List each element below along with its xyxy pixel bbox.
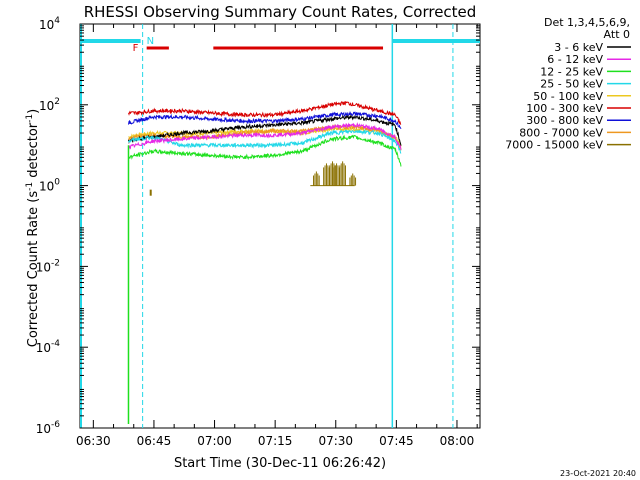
legend-entry-label: 7000 - 15000 keV: [505, 139, 603, 152]
y-axis-label-main: Corrected Count Rate (s: [26, 191, 41, 348]
count-rate-line: [128, 134, 402, 167]
y-tick-base: 10: [36, 341, 51, 355]
y-tick-exp: 0: [54, 178, 60, 188]
y-tick-base: 10: [36, 422, 51, 436]
legend-entry-label: 25 - 50 keV: [540, 78, 603, 91]
legend-entry-label: 6 - 12 keV: [547, 53, 603, 66]
legend-entry-label: 100 - 300 keV: [526, 102, 603, 115]
x-tick-label: 07:30: [318, 434, 353, 448]
y-axis-label-exp2: -1: [25, 114, 35, 123]
x-tick-label: 07:45: [379, 434, 414, 448]
y-axis-label-close: ): [26, 109, 41, 114]
count-rate-line: [128, 110, 402, 130]
x-tick-label: 07:15: [258, 434, 293, 448]
chart-title: RHESSI Observing Summary Count Rates, Co…: [84, 3, 477, 21]
x-tick-label: 08:00: [440, 434, 475, 448]
y-tick-label: 10-4: [36, 339, 61, 355]
axis-ticks: 06:30 06:45 07:00 07:15 07:30 07:45 08:0010410…: [36, 16, 480, 448]
y-axis-label: Corrected Count Rate (s-1 detector-1): [25, 109, 41, 347]
y-axis-label-exp1: -1: [25, 182, 35, 191]
y-tick-exp: -6: [51, 420, 60, 430]
y-tick-exp: -2: [51, 258, 60, 268]
legend-header-2: Att 0: [604, 28, 630, 41]
y-tick-label: 100: [39, 178, 60, 194]
footer-date: 23-Oct-2021 20:40: [560, 469, 636, 478]
y-tick-exp: -4: [51, 339, 60, 349]
legend-entry-label: 12 - 25 keV: [540, 65, 603, 78]
legend-entry-label: 3 - 6 keV: [554, 41, 603, 54]
y-tick-base: 10: [39, 180, 54, 194]
series-lines: [127, 101, 402, 424]
observing-flags: FN: [80, 24, 480, 428]
y-tick-base: 10: [39, 18, 54, 32]
y-tick-label: 104: [39, 16, 60, 32]
legend-entry-label: 300 - 800 keV: [526, 114, 603, 127]
x-tick-label: 06:45: [137, 434, 172, 448]
x-tick-label: 07:00: [197, 434, 232, 448]
y-tick-label: 102: [39, 97, 60, 113]
count-rate-line: [128, 128, 402, 154]
plot-frame: [79, 23, 481, 429]
x-tick-label: 06:30: [76, 434, 111, 448]
count-rate-line: [128, 101, 402, 125]
count-rate-line: [128, 122, 402, 150]
night-flag-label: N: [147, 36, 154, 47]
legend-entry-label: 50 - 100 keV: [533, 90, 603, 103]
legend-header-1: Det 1,3,4,5,6,9,: [544, 16, 630, 29]
y-tick-label: 10-6: [36, 420, 61, 436]
y-tick-label: 10-2: [36, 258, 60, 274]
plot-axes: [79, 23, 481, 429]
y-tick-base: 10: [36, 260, 51, 274]
y-tick-exp: 4: [54, 16, 60, 26]
y-tick-base: 10: [39, 99, 54, 113]
legend-entry-label: 800 - 7000 keV: [519, 126, 603, 139]
y-axis-label-unit: detector: [26, 122, 41, 182]
x-axis-label: Start Time (30-Dec-11 06:26:42): [174, 456, 386, 471]
flare-flag-label: F: [133, 43, 139, 54]
y-tick-exp: 2: [54, 97, 60, 107]
count-rate-line: [128, 114, 402, 146]
